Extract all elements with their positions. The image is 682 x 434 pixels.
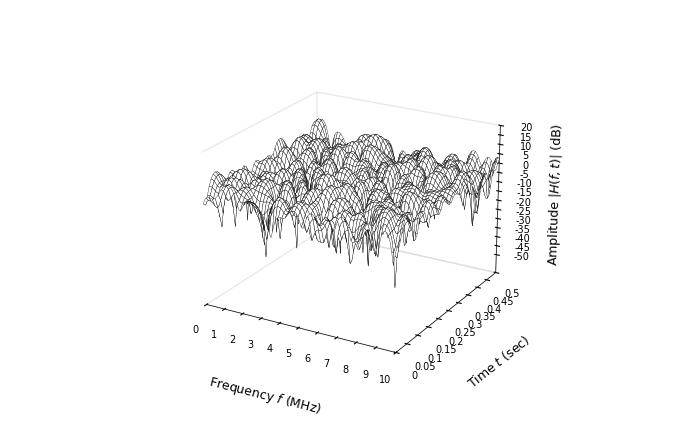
X-axis label: Frequency $f$ (MHz): Frequency $f$ (MHz) <box>207 374 323 419</box>
Y-axis label: Time $t$ (sec): Time $t$ (sec) <box>464 332 533 391</box>
